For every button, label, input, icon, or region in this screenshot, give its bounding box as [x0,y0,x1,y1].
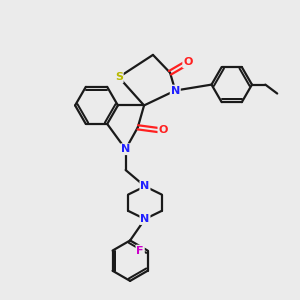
Text: N: N [171,85,180,96]
Text: N: N [121,144,130,154]
Text: O: O [158,125,168,135]
Text: F: F [136,246,144,256]
Text: S: S [115,72,123,82]
Text: O: O [183,57,193,67]
Text: N: N [140,214,150,224]
Text: N: N [140,182,150,191]
